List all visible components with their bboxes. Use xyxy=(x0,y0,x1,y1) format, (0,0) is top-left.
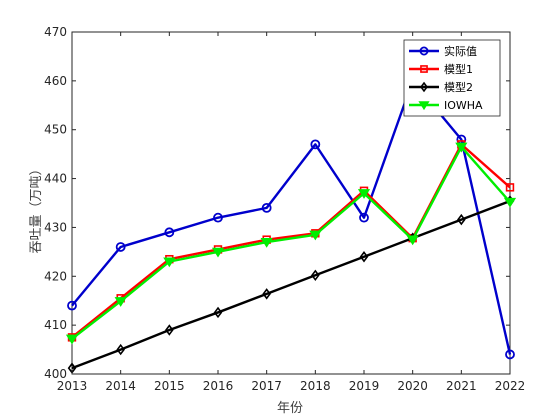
x-tick-label: 2014 xyxy=(105,379,136,393)
series-4 xyxy=(65,142,517,345)
data-point xyxy=(115,242,126,252)
y-tick-label: 450 xyxy=(44,123,67,137)
x-tick-label: 2020 xyxy=(397,379,428,393)
legend-marker xyxy=(419,46,429,56)
y-tick-label: 410 xyxy=(44,318,67,332)
data-point xyxy=(260,237,273,248)
data-point xyxy=(165,324,174,336)
legend-label: IOWHA xyxy=(444,99,483,112)
legend-entry: IOWHA xyxy=(409,99,483,112)
legend-entry: 实际值 xyxy=(409,44,477,58)
data-point xyxy=(455,142,468,153)
series-line xyxy=(71,199,511,370)
y-axis-title: 吞吐量（万吨） xyxy=(29,162,44,253)
ticks-layer: 2013 2014 2015 2016 2017 2018 2019 2020 2021 2022… xyxy=(44,25,525,393)
y-tick-label: 400 xyxy=(44,367,67,381)
x-tick-label: 2019 xyxy=(349,379,380,393)
legend-label: 实际值 xyxy=(444,44,477,58)
data-point xyxy=(311,269,320,282)
y-tick-label: 440 xyxy=(44,172,67,186)
legend-entry: 模型1 xyxy=(409,62,473,76)
legend-marker xyxy=(420,81,428,93)
data-point xyxy=(359,251,369,263)
data-point xyxy=(211,247,225,258)
legend-entry: 模型2 xyxy=(409,80,473,94)
data-point xyxy=(310,139,321,150)
data-point xyxy=(261,202,272,213)
data-point xyxy=(503,197,517,208)
x-tick-label: 2016 xyxy=(203,379,234,393)
legend-marker xyxy=(420,65,428,73)
y-tick-label: 420 xyxy=(44,269,67,283)
data-point xyxy=(357,189,371,199)
y-tick-label: 430 xyxy=(44,220,67,234)
data-point xyxy=(505,183,515,192)
data-point xyxy=(213,212,223,223)
data-point xyxy=(309,230,322,241)
legend-label: 模型1 xyxy=(444,62,473,76)
x-tick-label: 2013 xyxy=(57,379,88,393)
data-point xyxy=(116,343,125,356)
x-tick-label: 2017 xyxy=(251,379,282,393)
data-point xyxy=(457,213,466,226)
legend-label: 模型2 xyxy=(444,80,473,94)
x-tick-label: 2021 xyxy=(446,379,477,393)
series-layer xyxy=(65,75,517,374)
y-tick-label: 470 xyxy=(44,25,67,39)
data-point xyxy=(163,257,176,268)
data-point xyxy=(164,227,175,238)
data-point xyxy=(359,212,369,223)
x-tick-label: 2015 xyxy=(154,379,185,393)
data-point xyxy=(505,349,515,360)
x-tick-label: 2018 xyxy=(300,379,331,393)
data-point xyxy=(114,297,127,307)
data-point xyxy=(213,306,223,319)
data-point xyxy=(67,300,77,311)
x-axis-title: 年份 xyxy=(277,401,303,416)
data-point xyxy=(262,288,271,300)
y-tick-label: 460 xyxy=(44,74,67,88)
series-line xyxy=(71,145,511,340)
x-tick-label: 2022 xyxy=(495,379,526,393)
data-point xyxy=(406,235,419,246)
legend-marker xyxy=(418,101,430,111)
data-point xyxy=(65,334,79,345)
